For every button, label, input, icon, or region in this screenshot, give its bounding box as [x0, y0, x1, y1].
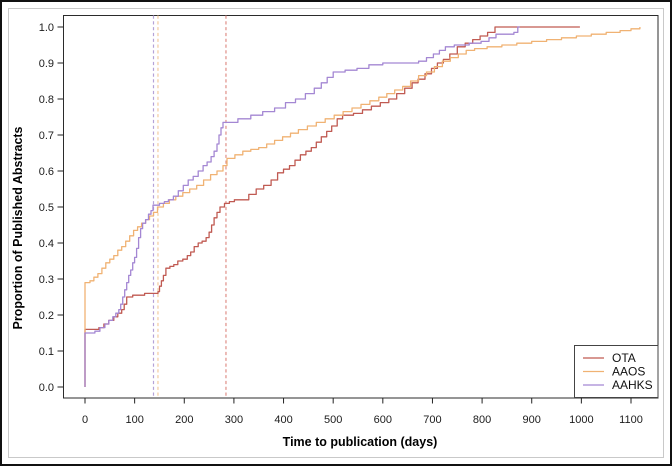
x-tick-label: 1000 [569, 414, 593, 426]
y-tick-label: 0.5 [39, 202, 54, 214]
x-tick-label: 900 [523, 414, 541, 426]
y-tick-label: 0.3 [39, 274, 54, 286]
y-tick-label: 0.8 [39, 94, 54, 106]
x-tick-label: 400 [274, 414, 292, 426]
series-curve-AAHKS [84, 26, 520, 387]
plot-box [63, 15, 659, 399]
y-tick-label: 0.1 [39, 346, 54, 358]
legend-label-2: AAHKS [612, 378, 653, 392]
x-tick-label: 800 [473, 414, 491, 426]
y-axis-title: Proportion of Published Abstracts [11, 126, 25, 329]
legend-label-1: AAOS [612, 365, 645, 379]
y-tick-label: 0.4 [39, 238, 54, 250]
y-tick-label: 0.9 [39, 58, 54, 70]
inner-frame [8, 8, 664, 458]
x-tick-label: 1100 [619, 414, 643, 426]
x-tick-label: 200 [175, 414, 193, 426]
legend-label-0: OTA [612, 351, 636, 365]
x-tick-label: 100 [125, 414, 143, 426]
x-tick-label: 500 [324, 414, 342, 426]
y-tick-label: 1.0 [39, 22, 54, 34]
x-tick-label: 0 [82, 414, 88, 426]
plot-layer: 0 100 200 300 400 500 600 700 800 900 1000 1100 0.0 0… [39, 15, 643, 426]
x-axis-title: Time to publication (days) [283, 435, 438, 449]
y-tick-label: 0.6 [39, 166, 54, 178]
x-tick-label: 600 [374, 414, 392, 426]
series-curve-AAOS [84, 27, 641, 387]
x-tick-label: 300 [225, 414, 243, 426]
y-tick-label: 0.7 [39, 130, 54, 142]
y-tick-label: 0.0 [39, 382, 54, 394]
legend: OTA AAOS AAHKS [574, 345, 659, 398]
x-tick-label: 700 [423, 414, 441, 426]
y-tick-label: 0.2 [39, 310, 54, 322]
